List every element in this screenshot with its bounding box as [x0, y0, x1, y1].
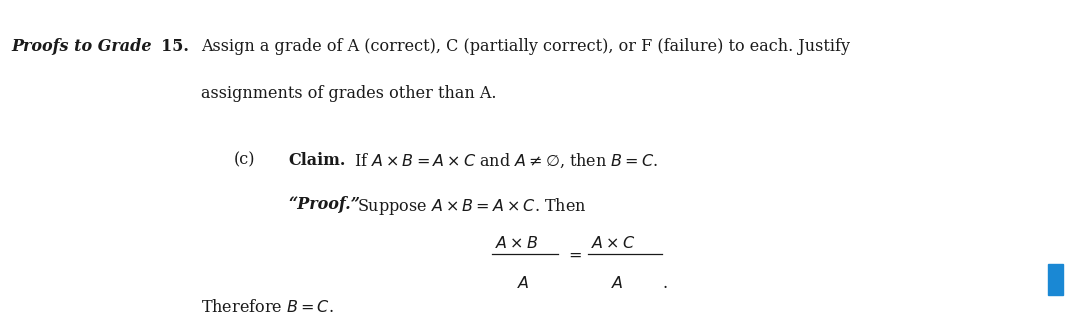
Text: Suppose $A \times B = A \times C$. Then: Suppose $A \times B = A \times C$. Then [357, 196, 586, 217]
Text: “Proof.”: “Proof.” [288, 196, 360, 213]
Text: 15.: 15. [161, 38, 189, 55]
Text: $A \times C$: $A \times C$ [591, 235, 635, 252]
Text: (c): (c) [234, 152, 256, 169]
Text: Therefore $B = C$.: Therefore $B = C$. [201, 299, 334, 316]
Text: assignments of grades other than A.: assignments of grades other than A. [201, 85, 497, 102]
Text: $A$: $A$ [611, 275, 625, 292]
Text: Claim.: Claim. [288, 152, 346, 169]
Bar [1048, 264, 1063, 295]
Text: .: . [663, 275, 668, 292]
Text: $=$: $=$ [565, 246, 582, 263]
Text: If $A \times B = A \times C$ and $A \neq \varnothing$, then $B = C$.: If $A \times B = A \times C$ and $A \neq… [354, 152, 658, 170]
Text: $A$: $A$ [517, 275, 530, 292]
Text: $A \times B$: $A \times B$ [495, 235, 539, 252]
Text: Assign a grade of A (correct), C (partially correct), or F (failure) to each. Ju: Assign a grade of A (correct), C (partia… [201, 38, 851, 55]
Text: Proofs to Grade: Proofs to Grade [11, 38, 151, 55]
